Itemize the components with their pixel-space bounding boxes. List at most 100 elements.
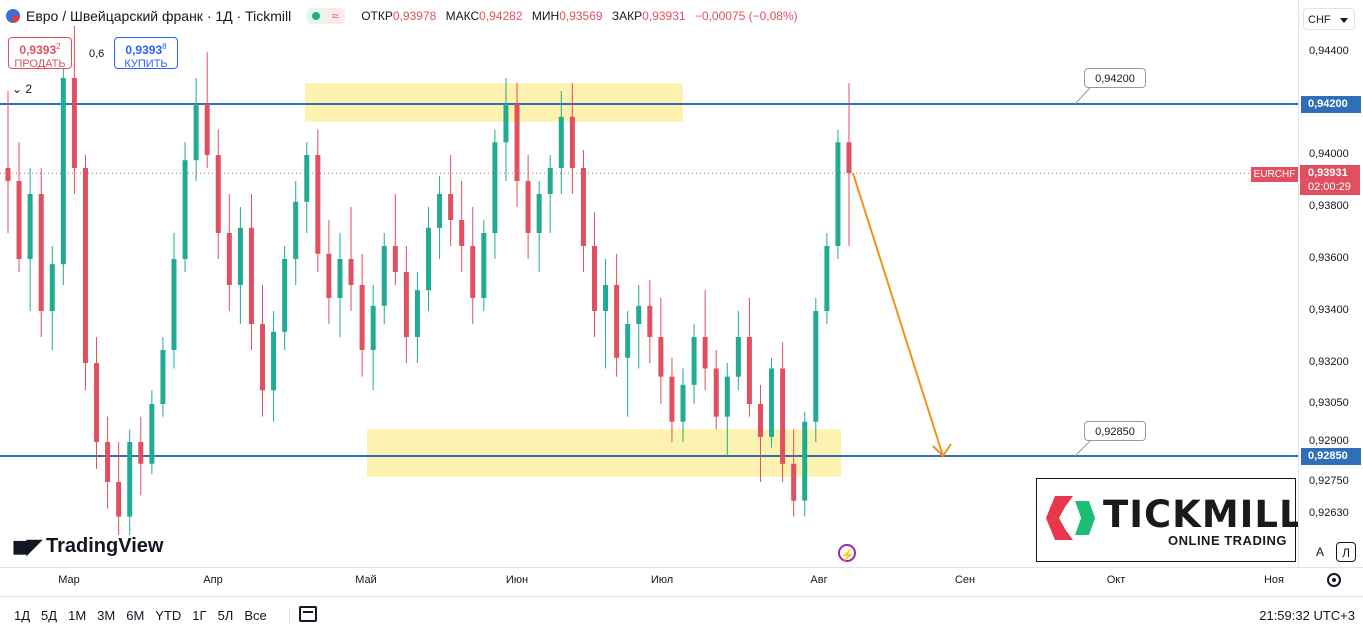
price-tick: 0,93800 (1309, 200, 1349, 212)
candle-body (127, 442, 133, 517)
candle-body (591, 246, 597, 311)
symbol-price-label: EURCHF (1251, 167, 1298, 182)
timeframe-button[interactable]: 1М (68, 608, 87, 623)
time-scale[interactable]: Мар Апр Май Июн Июл Авг Сен Окт Ноя (0, 567, 1363, 596)
callout-pointer-2 (1074, 440, 1091, 457)
candle-body (746, 337, 752, 404)
time-tick: Авг (810, 574, 828, 586)
candle-body (359, 285, 365, 350)
price-scale[interactable]: CHF 0,94400 0,94000 0,93800 0,93600 0,93400 0… (1298, 0, 1363, 567)
candle-body (547, 168, 553, 194)
candle-body (71, 78, 77, 168)
candle-body (226, 233, 232, 285)
candle-body (569, 116, 575, 168)
candle-body (780, 368, 786, 464)
candle-body (49, 264, 55, 311)
indicators-toggle[interactable]: ⌄ 2 (10, 82, 35, 96)
price-tick: 0,92900 (1309, 435, 1349, 447)
high-value: 0,94282 (479, 9, 523, 23)
sell-label: ПРОДАТЬ (14, 58, 66, 70)
candle-body (658, 337, 664, 377)
market-status-pill[interactable]: ≈ (307, 8, 346, 24)
candle-body (248, 227, 254, 324)
timeframe-button[interactable]: 1Д (14, 608, 31, 623)
tickmill-logo: TICKMILL ONLINE TRADING (1036, 478, 1298, 562)
chart-pane[interactable]: Евро / Швейцарский франк · 1Д · Tickmill… (0, 0, 1298, 567)
log-scale-button[interactable]: Л (1336, 542, 1356, 562)
projection-arrow[interactable] (852, 172, 944, 457)
sell-price-pip: 2 (56, 42, 61, 51)
low-value: 0,93569 (559, 9, 603, 23)
callout-bottom[interactable]: 0,92850 (1084, 421, 1146, 441)
timeframe-button[interactable]: Все (244, 608, 267, 623)
close-label: ЗАКР (611, 9, 643, 23)
symbol-title[interactable]: Евро / Швейцарский франк · 1Д · Tickmill (26, 8, 292, 24)
bottom-toolbar: 1Д 5Д 1М 3М 6М YTD 1Г 5Л Все 21:59:32 UTC+3 (0, 596, 1363, 636)
high-label: МАКС (445, 9, 480, 23)
candle-body (802, 421, 808, 501)
close-value: 0,93931 (642, 9, 686, 23)
auto-scale-button[interactable]: A (1315, 545, 1324, 559)
ohlc-values: ОТКР0,93978 МАКС0,94282 МИН0,93569 ЗАКР0… (361, 9, 803, 23)
level-price-label-bottom: 0,92850 (1301, 448, 1361, 465)
toolbar-divider (289, 607, 290, 625)
callout-top[interactable]: 0,94200 (1084, 68, 1146, 88)
range-zone-2[interactable] (367, 429, 841, 477)
time-tick: Июл (650, 574, 674, 586)
candle-body (481, 233, 487, 298)
candle-body (735, 337, 741, 377)
price-tick: 0,93400 (1309, 304, 1349, 316)
sell-price: 0,9393 (19, 43, 57, 57)
date-range-icon[interactable] (299, 606, 317, 622)
candle-body (171, 259, 177, 350)
chart-canvas[interactable] (0, 0, 1298, 567)
price-tick: 0,92750 (1309, 475, 1349, 487)
last-price-label: 0,93931 02:00:29 (1300, 165, 1360, 195)
candle-body (603, 285, 609, 311)
time-tick: Апр (203, 574, 223, 586)
timeframe-button[interactable]: 3М (97, 608, 116, 623)
last-price-value: 0,93931 (1308, 167, 1348, 179)
open-label: ОТКР (361, 9, 393, 23)
buy-button[interactable]: 0,93938 КУПИТЬ (114, 37, 178, 70)
candle-body (337, 259, 343, 298)
candle-body (680, 384, 686, 422)
candle-body (724, 376, 730, 417)
candle-body (636, 305, 642, 324)
candle-body (392, 246, 398, 272)
candle-body (182, 160, 188, 259)
utc-clock[interactable]: 21:59:32 UTC+3 (1259, 608, 1355, 623)
chart-legend: Евро / Швейцарский франк · 1Д · Tickmill… (6, 8, 804, 24)
sell-button[interactable]: 0,93932 ПРОДАТЬ (8, 37, 72, 70)
bar-countdown: 02:00:29 (1308, 181, 1351, 193)
settings-gear-icon[interactable] (1327, 573, 1341, 587)
timeframe-button[interactable]: 5Л (217, 608, 234, 623)
candle-body (215, 155, 221, 233)
timeframe-button[interactable]: 6М (126, 608, 145, 623)
timeframe-button[interactable]: 1Г (192, 608, 207, 623)
range-zone-1[interactable] (305, 83, 683, 122)
candle-body (237, 227, 243, 285)
candle-body (536, 194, 542, 233)
price-tick: 0,94000 (1309, 148, 1349, 160)
candle-body (348, 259, 354, 285)
timeframe-button[interactable]: 5Д (41, 608, 58, 623)
events-flash-icon[interactable]: ⚡ (838, 544, 856, 562)
timeframe-button[interactable]: YTD (155, 608, 182, 623)
low-label: МИН (531, 9, 560, 23)
indicators-count: 2 (25, 82, 33, 96)
tradingview-logo[interactable]: ◼◤ TradingView (12, 534, 163, 559)
candle-body (60, 78, 66, 265)
candle-body (702, 337, 708, 369)
market-open-icon (307, 8, 326, 24)
candle-body (116, 482, 122, 517)
time-tick: Ноя (1263, 574, 1285, 586)
price-tick: 0,93050 (1309, 397, 1349, 409)
candle-body (38, 194, 44, 311)
candle-body (5, 168, 11, 181)
candle-body (271, 331, 277, 391)
candle-body (525, 181, 531, 233)
data-status-icon: ≈ (325, 8, 346, 24)
currency-dropdown[interactable]: CHF (1303, 8, 1355, 30)
candle-body (149, 404, 155, 464)
